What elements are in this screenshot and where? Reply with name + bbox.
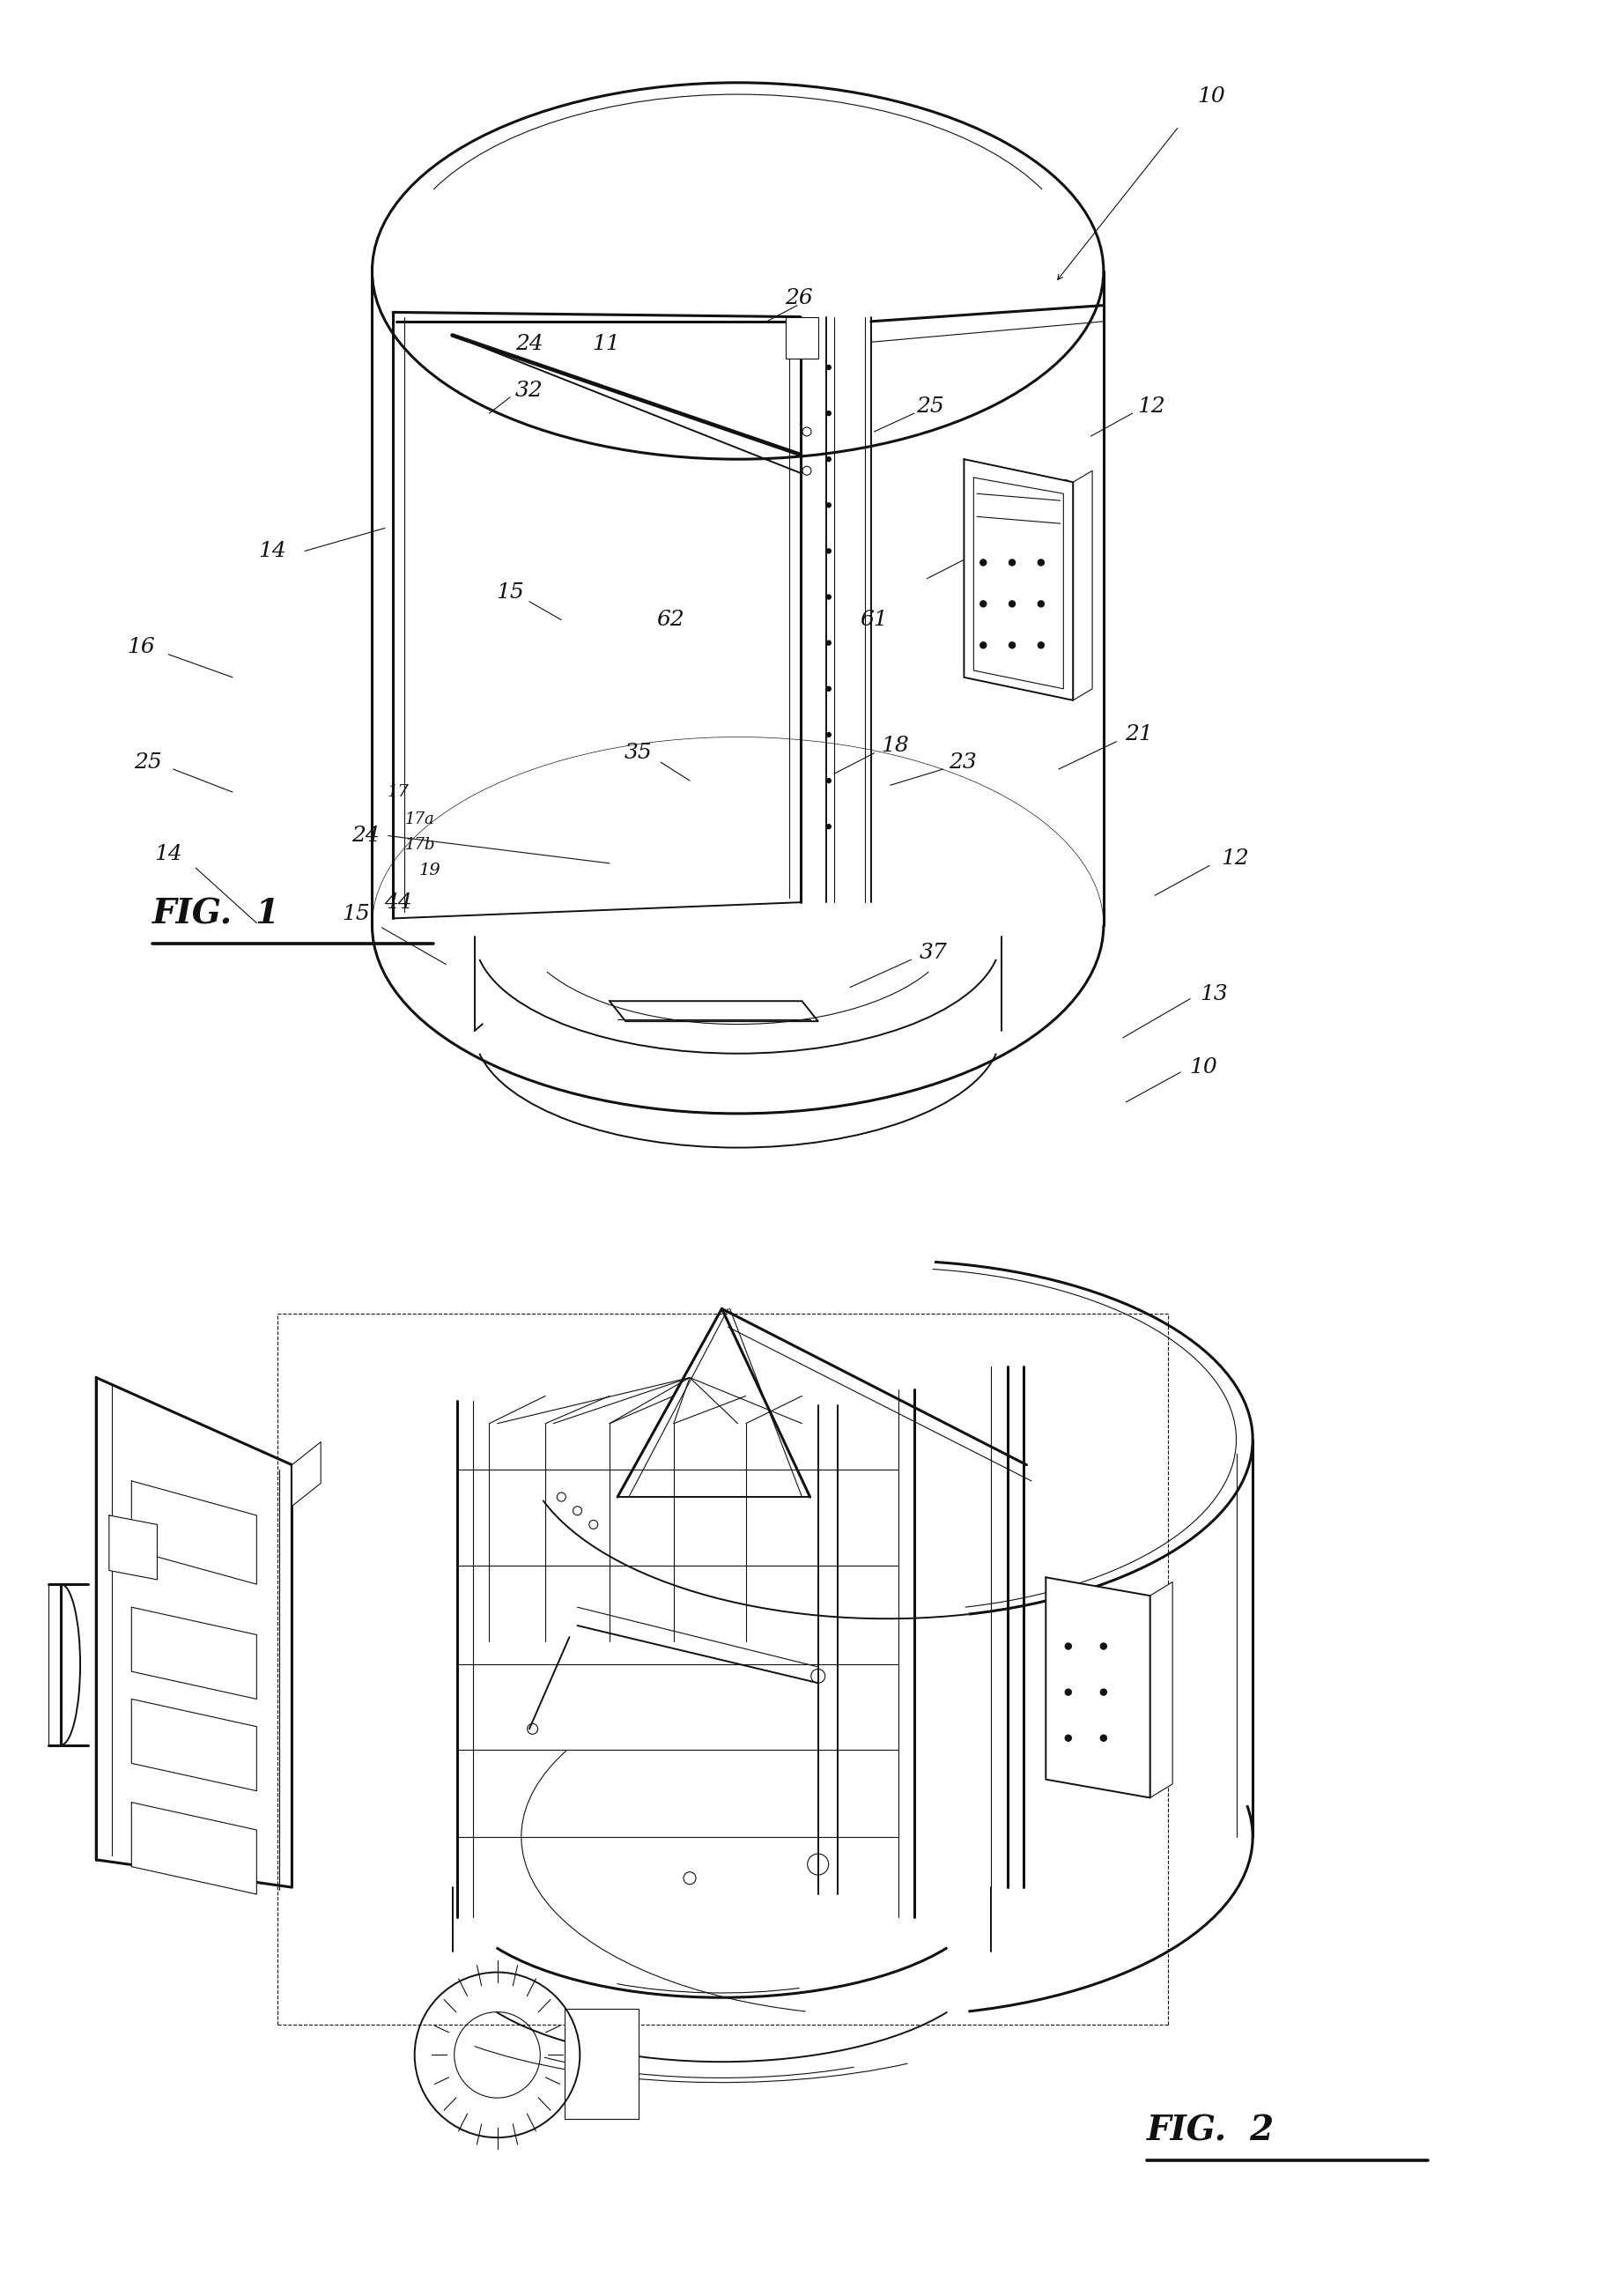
Polygon shape <box>109 1515 157 1580</box>
Circle shape <box>980 560 986 565</box>
Text: 18: 18 <box>881 737 909 755</box>
Polygon shape <box>610 1001 818 1022</box>
Text: 26: 26 <box>784 289 813 308</box>
Polygon shape <box>132 1481 257 1584</box>
Text: 14: 14 <box>258 542 287 560</box>
Circle shape <box>1065 1736 1071 1740</box>
Polygon shape <box>1150 1582 1173 1798</box>
Text: 15: 15 <box>496 583 525 602</box>
Text: 32: 32 <box>515 381 544 400</box>
Text: 21: 21 <box>1124 726 1153 744</box>
Text: FIG.  2: FIG. 2 <box>1147 2115 1275 2147</box>
Polygon shape <box>96 1378 292 1887</box>
Text: FIG.  1: FIG. 1 <box>152 898 281 930</box>
Text: 10: 10 <box>1197 87 1225 106</box>
Text: 37: 37 <box>919 944 948 962</box>
Text: 25: 25 <box>133 753 162 771</box>
Text: 23: 23 <box>948 753 977 771</box>
Text: 11: 11 <box>592 335 621 354</box>
Circle shape <box>1009 560 1015 565</box>
Text: 17a: 17a <box>406 813 435 827</box>
Text: 19: 19 <box>419 863 441 877</box>
Circle shape <box>826 732 831 737</box>
Text: 17: 17 <box>387 785 409 799</box>
Text: 35: 35 <box>624 744 653 762</box>
Circle shape <box>1100 1736 1107 1740</box>
Circle shape <box>826 411 831 416</box>
Circle shape <box>826 824 831 829</box>
Circle shape <box>1038 643 1044 647</box>
Text: 10: 10 <box>1189 1058 1217 1077</box>
Text: 12: 12 <box>1137 397 1166 416</box>
Circle shape <box>1065 1644 1071 1649</box>
Text: 13: 13 <box>1200 985 1229 1003</box>
Circle shape <box>826 549 831 553</box>
Polygon shape <box>1073 471 1092 700</box>
Text: 16: 16 <box>127 638 156 657</box>
Text: 24: 24 <box>351 827 380 845</box>
Circle shape <box>980 643 986 647</box>
Circle shape <box>826 503 831 507</box>
Text: 44: 44 <box>383 893 412 912</box>
Text: 14: 14 <box>154 845 183 863</box>
Text: 12: 12 <box>1221 850 1250 868</box>
Circle shape <box>826 457 831 461</box>
Text: 23: 23 <box>980 537 1009 556</box>
Circle shape <box>826 778 831 783</box>
Circle shape <box>1009 643 1015 647</box>
Polygon shape <box>132 1607 257 1699</box>
Polygon shape <box>786 317 818 358</box>
Polygon shape <box>964 459 1073 700</box>
Circle shape <box>1038 560 1044 565</box>
Text: 15: 15 <box>342 905 371 923</box>
Text: 25: 25 <box>916 397 945 416</box>
Polygon shape <box>292 1442 321 1506</box>
Circle shape <box>826 365 831 370</box>
Text: 62: 62 <box>656 611 685 629</box>
Polygon shape <box>132 1699 257 1791</box>
Text: 17b: 17b <box>406 838 435 852</box>
Circle shape <box>826 595 831 599</box>
Polygon shape <box>565 2009 638 2119</box>
Circle shape <box>1038 602 1044 606</box>
Circle shape <box>980 602 986 606</box>
Text: 24: 24 <box>515 335 544 354</box>
Circle shape <box>826 687 831 691</box>
Polygon shape <box>1046 1577 1150 1798</box>
Circle shape <box>1065 1690 1071 1694</box>
Text: 21: 21 <box>1055 480 1084 498</box>
Circle shape <box>1100 1644 1107 1649</box>
Polygon shape <box>132 1802 257 1894</box>
Circle shape <box>826 641 831 645</box>
Text: 61: 61 <box>860 611 889 629</box>
Circle shape <box>1100 1690 1107 1694</box>
Circle shape <box>1009 602 1015 606</box>
